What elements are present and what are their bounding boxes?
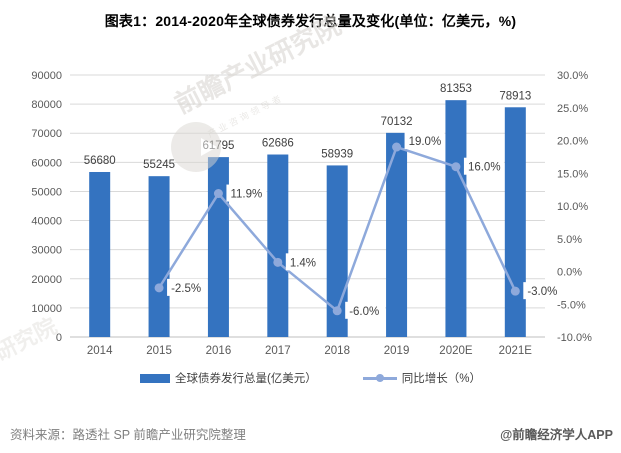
left-axis-tick-label: 40000 — [31, 216, 62, 228]
left-axis-tick-label: 60000 — [31, 157, 62, 169]
line-marker — [510, 286, 520, 296]
line-label-bg — [463, 157, 504, 175]
x-axis-label-2016: 2016 — [206, 345, 232, 357]
right-axis-tick-label: -5.0% — [557, 299, 586, 311]
right-axis-tick-label: 20.0% — [557, 136, 588, 148]
right-axis-tick-label: 5.0% — [557, 234, 582, 246]
legend-item-bar-series: 全球债券发行总量(亿美元） — [139, 370, 317, 386]
bar-value-label: 81353 — [440, 83, 472, 95]
credit-text: @前瞻经济学人APP — [500, 428, 613, 442]
x-axis-label-2014: 2014 — [87, 345, 113, 357]
x-axis-label-2019: 2019 — [384, 345, 410, 357]
line-marker — [213, 189, 223, 199]
line-value-label: -2.5% — [171, 283, 201, 295]
line-marker — [451, 162, 461, 172]
line-marker — [154, 283, 164, 293]
data-source-text: 资料来源：路透社 SP 前瞻产业研究院整理 — [10, 428, 246, 442]
line-label-bg — [523, 282, 564, 300]
x-axis-label-2020E: 2020E — [439, 345, 473, 357]
chart-plot-area: 90000 80000 70000 60000 50000 40000 30000 20000… — [31, 70, 592, 357]
line-label-bg — [285, 253, 320, 271]
legend-label-line-series: 同比增长（%） — [401, 373, 482, 385]
x-axis-label-2021E: 2021E — [499, 345, 533, 357]
line-label-bg — [404, 132, 445, 150]
left-axis-tick-label: 90000 — [31, 70, 62, 82]
line-value-label: 11.9% — [230, 189, 262, 201]
line-value-label: 1.4% — [290, 257, 316, 269]
bar-value-label: 58939 — [321, 148, 353, 160]
legend-item-line-series: 同比增长（%） — [362, 370, 482, 386]
line-marker-icon — [375, 374, 384, 382]
bar-value-label: 55245 — [143, 159, 175, 171]
right-axis-tick-label: 10.0% — [557, 201, 588, 213]
bar-value-label: 78913 — [499, 90, 531, 102]
bar-2019 — [386, 132, 408, 337]
right-axis-tick-label: 15.0% — [557, 168, 588, 180]
left-axis-tick-label: 80000 — [31, 99, 62, 111]
left-axis-tick-label: 20000 — [31, 274, 62, 286]
right-axis-tick-label: -10.0% — [557, 332, 592, 344]
bar-value-label: 70132 — [381, 116, 413, 128]
line-value-label: 16.0% — [468, 162, 501, 174]
bar-2016 — [207, 157, 229, 337]
line-label-bg — [167, 278, 208, 296]
line-marker — [332, 306, 342, 316]
line-series-swatch — [362, 374, 397, 382]
bar-2014 — [89, 171, 111, 337]
x-axis-label-2018: 2018 — [324, 345, 350, 357]
bar-2015 — [148, 176, 170, 337]
x-axis-label-2017: 2017 — [265, 345, 291, 357]
line-label-bg — [345, 301, 386, 319]
bar-value-label: 62686 — [262, 138, 294, 150]
left-axis-tick-label: 0 — [56, 332, 62, 344]
chart-title: 图表1：2014-2020年全球债券发行总量及变化(单位：亿美元，%) — [104, 13, 517, 29]
line-marker — [392, 142, 402, 152]
chart-legend: 全球债券发行总量(亿美元） 同比增长（%） — [0, 370, 621, 386]
line-label-bg — [226, 184, 267, 202]
left-axis-tick-label: 70000 — [31, 128, 62, 140]
bar-series-swatch — [139, 373, 170, 383]
left-axis-tick-label: 30000 — [31, 245, 62, 257]
right-axis-tick-label: 30.0% — [557, 70, 588, 82]
x-axis-label-2015: 2015 — [146, 345, 172, 357]
bar-2020E — [445, 100, 467, 337]
right-axis-tick-label: 0.0% — [557, 267, 582, 279]
legend-label-bar-series: 全球债券发行总量(亿美元） — [174, 373, 317, 385]
bar-2021E — [504, 107, 526, 338]
bar-value-label: 56680 — [84, 155, 116, 167]
line-marker — [273, 257, 283, 267]
line-value-label: -6.0% — [349, 306, 379, 318]
line-value-label: -3.0% — [527, 286, 557, 298]
left-axis-tick-label: 10000 — [31, 303, 62, 315]
line-value-label: 19.0% — [409, 136, 442, 148]
left-axis-tick-label: 50000 — [31, 186, 62, 198]
bar-2017 — [267, 154, 289, 337]
right-axis-tick-label: 25.0% — [557, 103, 588, 115]
bar-value-label: 61795 — [202, 140, 234, 152]
